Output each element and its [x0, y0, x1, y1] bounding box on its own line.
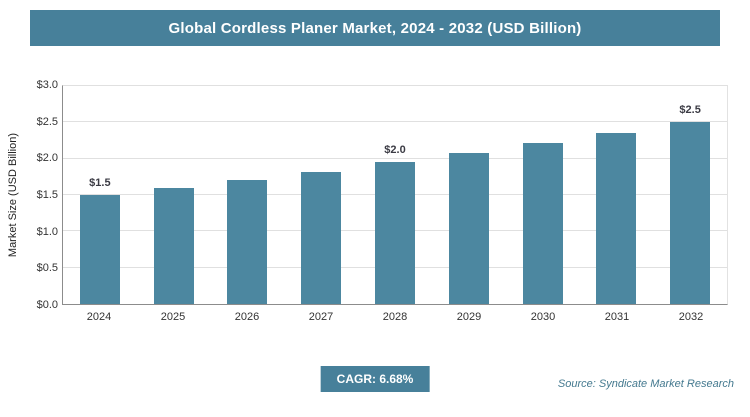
bar-value-label: $2.0: [384, 144, 406, 157]
x-tick-label: 2031: [604, 311, 630, 323]
bar-slot: $1.5: [63, 86, 137, 304]
y-tick-label: $2.5: [36, 115, 58, 128]
x-tick-label: 2030: [530, 311, 556, 323]
x-tick-label: 2025: [160, 311, 186, 323]
bar-2026: [227, 179, 268, 304]
plot-area: $1.5 $2.0 $2.5: [62, 85, 728, 305]
y-tick-label: $0.0: [36, 299, 58, 311]
cagr-badge: CAGR: 6.68%: [320, 366, 430, 392]
x-tick-labels: 2024 2025 2026 2027 2028 2029 2030 2031 2032: [62, 311, 728, 323]
bar-slot: [432, 86, 506, 304]
bar-2025: [153, 187, 194, 304]
y-axis-title-text: Market Size (USD Billion): [7, 132, 19, 258]
bar-slot: [579, 86, 653, 304]
y-tick-labels: $0.0 $0.5 $1.0 $1.5 $2.0 $2.5 $3.0: [24, 79, 58, 311]
x-tick-label: 2029: [456, 311, 482, 323]
bar-slot: $2.0: [358, 86, 432, 304]
x-tick-label: 2024: [86, 311, 112, 323]
x-tick-label: 2026: [234, 311, 260, 323]
x-tick-label: 2032: [678, 311, 704, 323]
y-tick-label: $2.0: [36, 152, 58, 165]
bar-value-label: $1.5: [89, 177, 111, 189]
gridline: [63, 85, 727, 86]
bars: $1.5 $2.0 $2.5: [63, 86, 727, 304]
bar-slot: [211, 86, 285, 304]
bar-2030: [522, 142, 563, 304]
y-tick-label: $1.5: [36, 189, 58, 201]
gridline: [63, 157, 727, 159]
bar-slot: [284, 86, 358, 304]
bar-2029: [448, 152, 489, 304]
bar-2028: [375, 162, 416, 304]
chart-title-banner: Global Cordless Planer Market, 2024 - 20…: [30, 10, 720, 46]
bar-2032: [670, 122, 711, 304]
bar-2031: [596, 132, 637, 304]
y-tick-label: $0.5: [36, 262, 58, 275]
y-tick-label: $3.0: [36, 79, 58, 91]
y-axis-title: Market Size (USD Billion): [2, 85, 24, 305]
bar-slot: [137, 86, 211, 304]
bar-value-label: $2.5: [679, 104, 701, 117]
x-tick-label: 2027: [308, 311, 334, 323]
bar-slot: [506, 86, 580, 304]
source-text: Source: Syndicate Market Research: [557, 378, 734, 390]
bar-2024: [79, 195, 120, 304]
y-tick-label: $1.0: [36, 225, 58, 238]
bar-slot: $2.5: [653, 86, 727, 304]
gridline: [63, 121, 727, 123]
bar-2027: [301, 171, 342, 304]
x-tick-label: 2028: [382, 311, 408, 323]
chart-title: Global Cordless Planer Market, 2024 - 20…: [168, 19, 582, 37]
